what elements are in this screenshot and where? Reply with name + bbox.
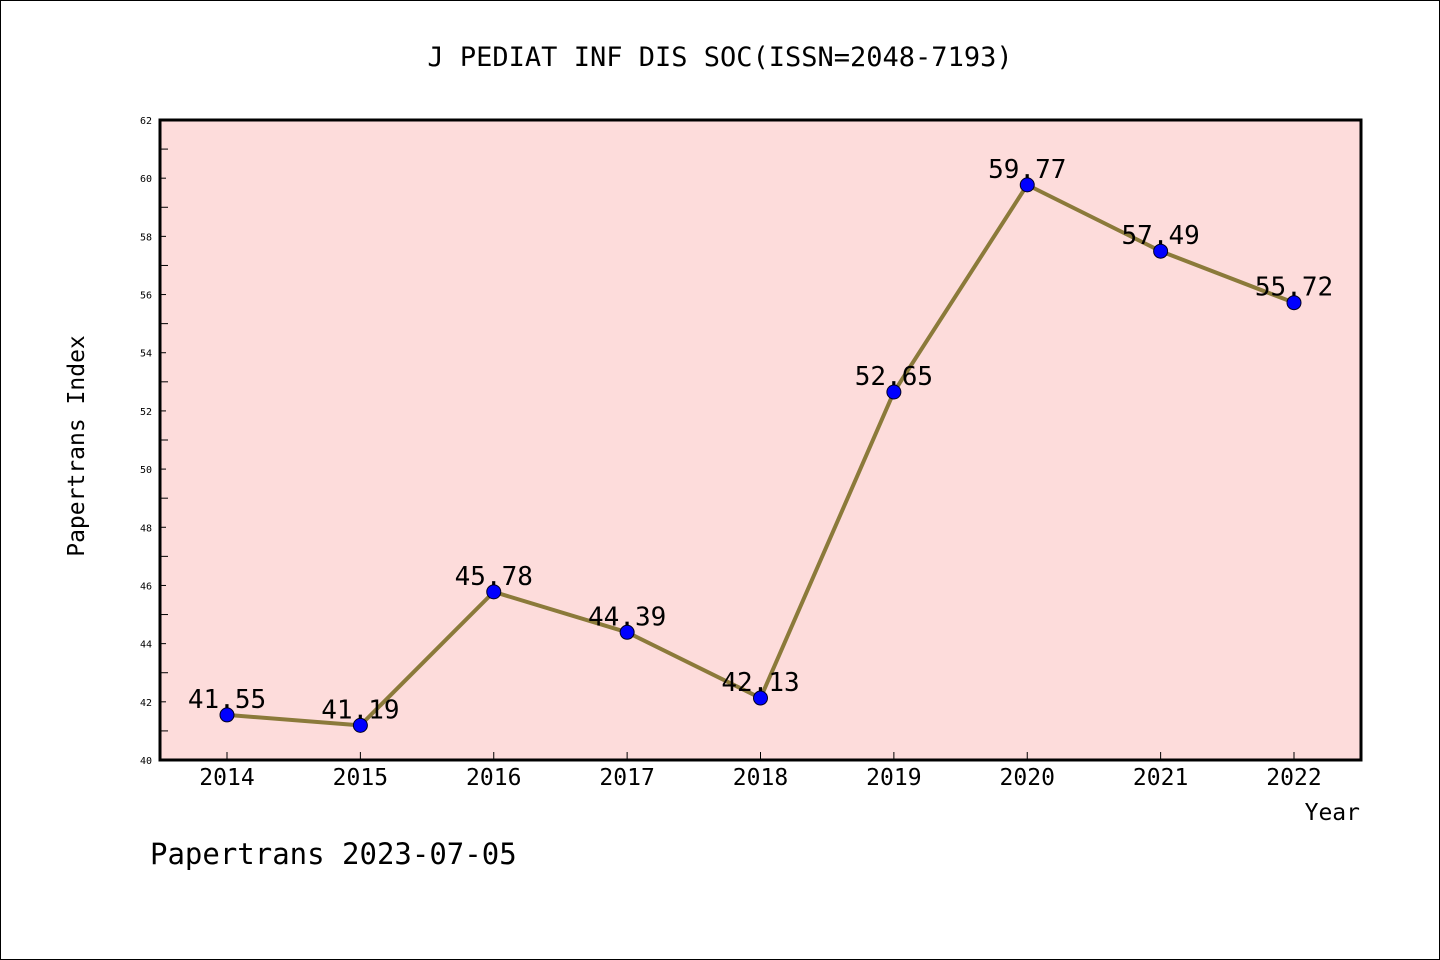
data-label: 44.39 <box>588 602 666 632</box>
data-point <box>219 707 235 723</box>
y-tick-label: 54 <box>140 349 152 360</box>
data-label: 42.13 <box>721 668 799 698</box>
chart-title: J PEDIAT INF DIS SOC(ISSN=2048-7193) <box>427 42 1012 73</box>
x-tick-label: 2019 <box>866 765 921 791</box>
data-point <box>619 624 635 640</box>
data-point <box>352 717 368 733</box>
data-point <box>886 384 902 400</box>
plot-area <box>160 120 1361 760</box>
series-group <box>219 177 1302 733</box>
y-axis-label: Papertrans Index <box>64 335 90 557</box>
y-tick-label: 60 <box>140 174 152 185</box>
data-point <box>753 690 768 706</box>
x-tick-label: 2022 <box>1266 765 1321 791</box>
data-point <box>1153 243 1169 259</box>
x-tick-label: 2018 <box>733 765 788 791</box>
data-point <box>1286 295 1302 311</box>
y-tick-label: 42 <box>140 698 152 709</box>
y-tick-label: 50 <box>140 465 152 476</box>
data-label: 45.78 <box>455 562 533 592</box>
data-label: 57.49 <box>1121 221 1199 251</box>
data-label: 59.77 <box>988 155 1066 185</box>
y-tick-label: 40 <box>140 756 152 767</box>
y-tick-label: 46 <box>140 581 152 592</box>
data-labels: 41.55 41.19 45.78 44.39 42.13 52.65 59.77 57.49… <box>188 155 1333 726</box>
data-label: 41.19 <box>321 695 399 725</box>
y-tick-label: 58 <box>140 232 152 243</box>
plot-border <box>158 118 1363 762</box>
x-axis-label: Year <box>1305 800 1360 826</box>
y-tick-label: 62 <box>140 116 152 127</box>
data-label: 55.72 <box>1255 273 1333 303</box>
x-tick-label: 2017 <box>599 765 654 791</box>
data-label: 52.65 <box>855 362 933 392</box>
x-axis: 2014 2015 2016 2017 2018 2019 2020 2021 2022 <box>199 752 1322 791</box>
watermark-text: Papertrans 2023-07-05 <box>150 837 517 871</box>
y-tick-label: 56 <box>140 291 152 302</box>
data-label: 41.55 <box>188 685 266 715</box>
x-tick-label: 2016 <box>466 765 521 791</box>
x-tick-label: 2014 <box>199 765 254 791</box>
data-point <box>486 584 502 600</box>
x-tick-label: 2015 <box>333 765 388 791</box>
y-tick-label: 48 <box>140 523 152 534</box>
data-point <box>1019 177 1035 193</box>
y-tick-label: 44 <box>140 640 152 651</box>
x-tick-label: 2021 <box>1133 765 1188 791</box>
y-tick-label: 52 <box>140 407 152 418</box>
x-tick-label: 2020 <box>1000 765 1055 791</box>
